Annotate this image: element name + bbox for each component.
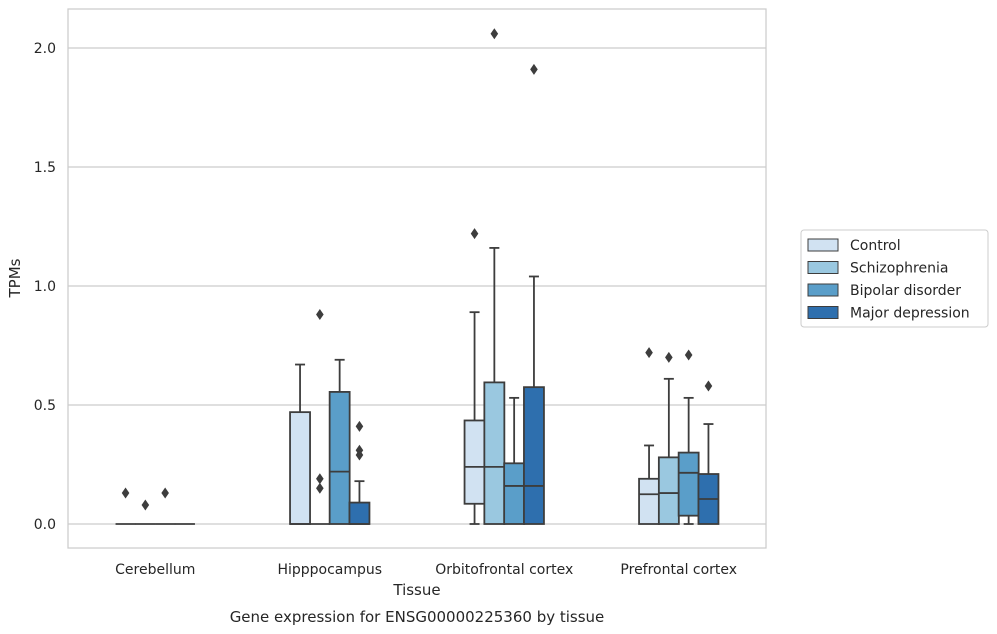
box-control [638,347,660,525]
box-body [348,501,371,525]
box-plot-area [115,28,720,525]
legend: Control Schizophrenia Bipolar disorder Majo… [800,229,989,328]
outlier-point [704,380,713,392]
legend-swatch [807,261,839,274]
legend-swatch [807,238,839,252]
box-body [483,381,506,525]
legend-label: Schizophrenia [850,261,948,277]
box-body [289,411,311,525]
outlier-point [141,499,150,511]
y-tick-label: 1.0 [34,279,56,295]
outlier-point [316,482,324,494]
box-body [503,462,526,525]
outlier-point [490,28,499,40]
y-tick-label: 0.5 [34,398,56,414]
box-schizophrenia [135,499,156,525]
outlier-point [530,63,538,75]
outlier-point [355,449,364,461]
box-body [638,477,660,525]
x-axis: Cerebellum Hipppocampus Orbitofrontal cort… [115,562,737,578]
box-schizophrenia [657,351,680,525]
box-major-depression [523,63,545,525]
outlier-point [316,309,324,321]
plot-frame [67,8,767,549]
chart-caption: Gene expression for ENSG00000225360 by t… [230,608,605,626]
outlier-point [161,487,169,499]
outlier-point [684,349,693,361]
x-tick-label: Hipppocampus [277,562,382,578]
outlier-point [316,473,324,485]
legend-label: Bipolar disorder [850,283,961,299]
box-bipolar-disorder [503,396,526,525]
box-control [463,228,486,525]
y-tick-label: 0.0 [34,517,56,533]
outlier-point [665,351,673,363]
legend-swatch [807,283,839,297]
outlier-point [645,347,653,359]
y-tick-label: 2.0 [34,41,56,57]
outlier-point [470,228,479,240]
box-body [523,386,545,525]
box-bipolar-disorder [328,358,351,525]
x-tick-label: Prefrontal cortex [620,562,737,578]
outlier-point [121,487,130,499]
box-major-depression [697,380,720,525]
box-body [657,456,680,525]
box-bipolar-disorder [155,487,176,525]
outlier-point [355,420,364,432]
legend-label: Major depression [850,306,970,322]
y-axis-label: TPMs [6,258,24,298]
box-bipolar-disorder [677,349,700,525]
y-axis: 0.0 0.5 1.0 1.5 2.0 [34,41,56,533]
box-major-depression [348,420,371,525]
box-schizophrenia [483,28,506,525]
legend-swatch [807,306,839,319]
y-tick-label: 1.5 [34,160,56,176]
box-body [328,391,351,525]
grid-lines [68,47,766,525]
box-control [289,363,311,525]
box-schizophrenia [309,309,330,525]
box-body [677,451,700,517]
x-tick-label: Cerebellum [115,562,195,578]
box-body [463,419,486,505]
legend-frame [800,229,989,328]
legend-label: Control [850,238,901,254]
box-control [115,487,136,525]
x-tick-label: Orbitofrontal cortex [435,562,573,578]
x-axis-label: Tissue [392,581,440,599]
